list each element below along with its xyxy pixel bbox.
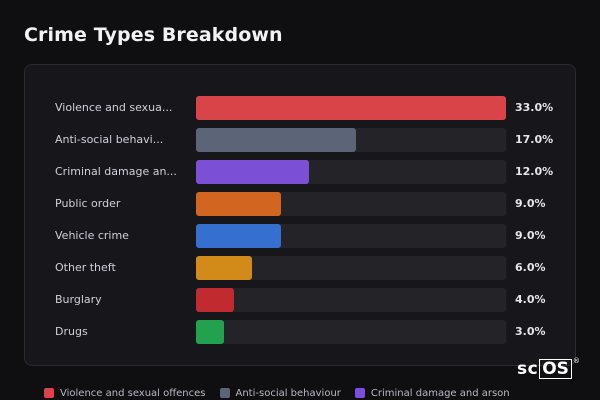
- bar-fill: [196, 96, 506, 120]
- logo-sc-text: sc: [517, 359, 539, 379]
- bar-category-label: Other theft: [55, 261, 116, 274]
- bar-value-label: 33.0%: [515, 101, 554, 114]
- legend-label: Anti-social behaviour: [235, 387, 341, 399]
- bar-track: [196, 224, 506, 248]
- bar-value-label: 17.0%: [515, 133, 554, 146]
- bar-category-label: Burglary: [55, 293, 102, 306]
- legend-swatch: [354, 388, 365, 398]
- chart-panel: Violence and sexua... 33.0% Anti-social be…: [24, 64, 576, 366]
- logo-os-text: OS: [539, 359, 572, 379]
- bar-track: [196, 288, 506, 312]
- bar-category-label: Anti-social behavi...: [55, 133, 164, 146]
- legend-label: Criminal damage and arson: [370, 387, 510, 399]
- bar-row: Other theft 6.0%: [25, 256, 577, 280]
- bar-track: [196, 96, 506, 120]
- legend-item: Criminal damage and arson: [354, 387, 510, 399]
- bar-category-label: Vehicle crime: [55, 229, 129, 242]
- bar-row: Criminal damage an... 12.0%: [25, 160, 577, 184]
- bar-row: Vehicle crime 9.0%: [25, 224, 577, 248]
- chart-title: Crime Types Breakdown: [24, 24, 283, 46]
- legend-swatch: [219, 388, 230, 398]
- bar-value-label: 6.0%: [515, 261, 546, 274]
- bar-category-label: Criminal damage an...: [55, 165, 177, 178]
- bar-row: Public order 9.0%: [25, 192, 577, 216]
- chart-legend: Violence and sexual offences Anti-social …: [44, 386, 510, 400]
- bar-fill: [196, 224, 281, 248]
- bar-value-label: 12.0%: [515, 165, 554, 178]
- bar-value-label: 3.0%: [515, 325, 546, 338]
- bar-value-label: 4.0%: [515, 293, 546, 306]
- bar-fill: [196, 256, 252, 280]
- bar-fill: [196, 320, 224, 344]
- bar-track: [196, 256, 506, 280]
- bar-value-label: 9.0%: [515, 197, 546, 210]
- bar-fill: [196, 160, 309, 184]
- bar-category-label: Public order: [55, 197, 121, 210]
- legend-label: Violence and sexual offences: [60, 387, 206, 399]
- bar-track: [196, 192, 506, 216]
- bar-fill: [196, 128, 356, 152]
- scos-logo: sc OS ®: [517, 357, 580, 380]
- bar-fill: [196, 288, 234, 312]
- bar-value-label: 9.0%: [515, 229, 546, 242]
- bar-row: Drugs 3.0%: [25, 320, 577, 344]
- bar-row: Anti-social behavi... 17.0%: [25, 128, 577, 152]
- bar-track: [196, 128, 506, 152]
- legend-item: Anti-social behaviour: [219, 387, 341, 399]
- bar-fill: [196, 192, 281, 216]
- logo-registered-mark: ®: [572, 357, 580, 365]
- bar-row: Burglary 4.0%: [25, 288, 577, 312]
- bar-category-label: Violence and sexua...: [55, 101, 173, 114]
- bar-category-label: Drugs: [55, 325, 88, 338]
- bar-track: [196, 160, 506, 184]
- legend-item: Violence and sexual offences: [44, 388, 206, 399]
- bar-track: [196, 320, 506, 344]
- legend-swatch: [44, 388, 54, 398]
- bar-row: Violence and sexua... 33.0%: [25, 96, 577, 120]
